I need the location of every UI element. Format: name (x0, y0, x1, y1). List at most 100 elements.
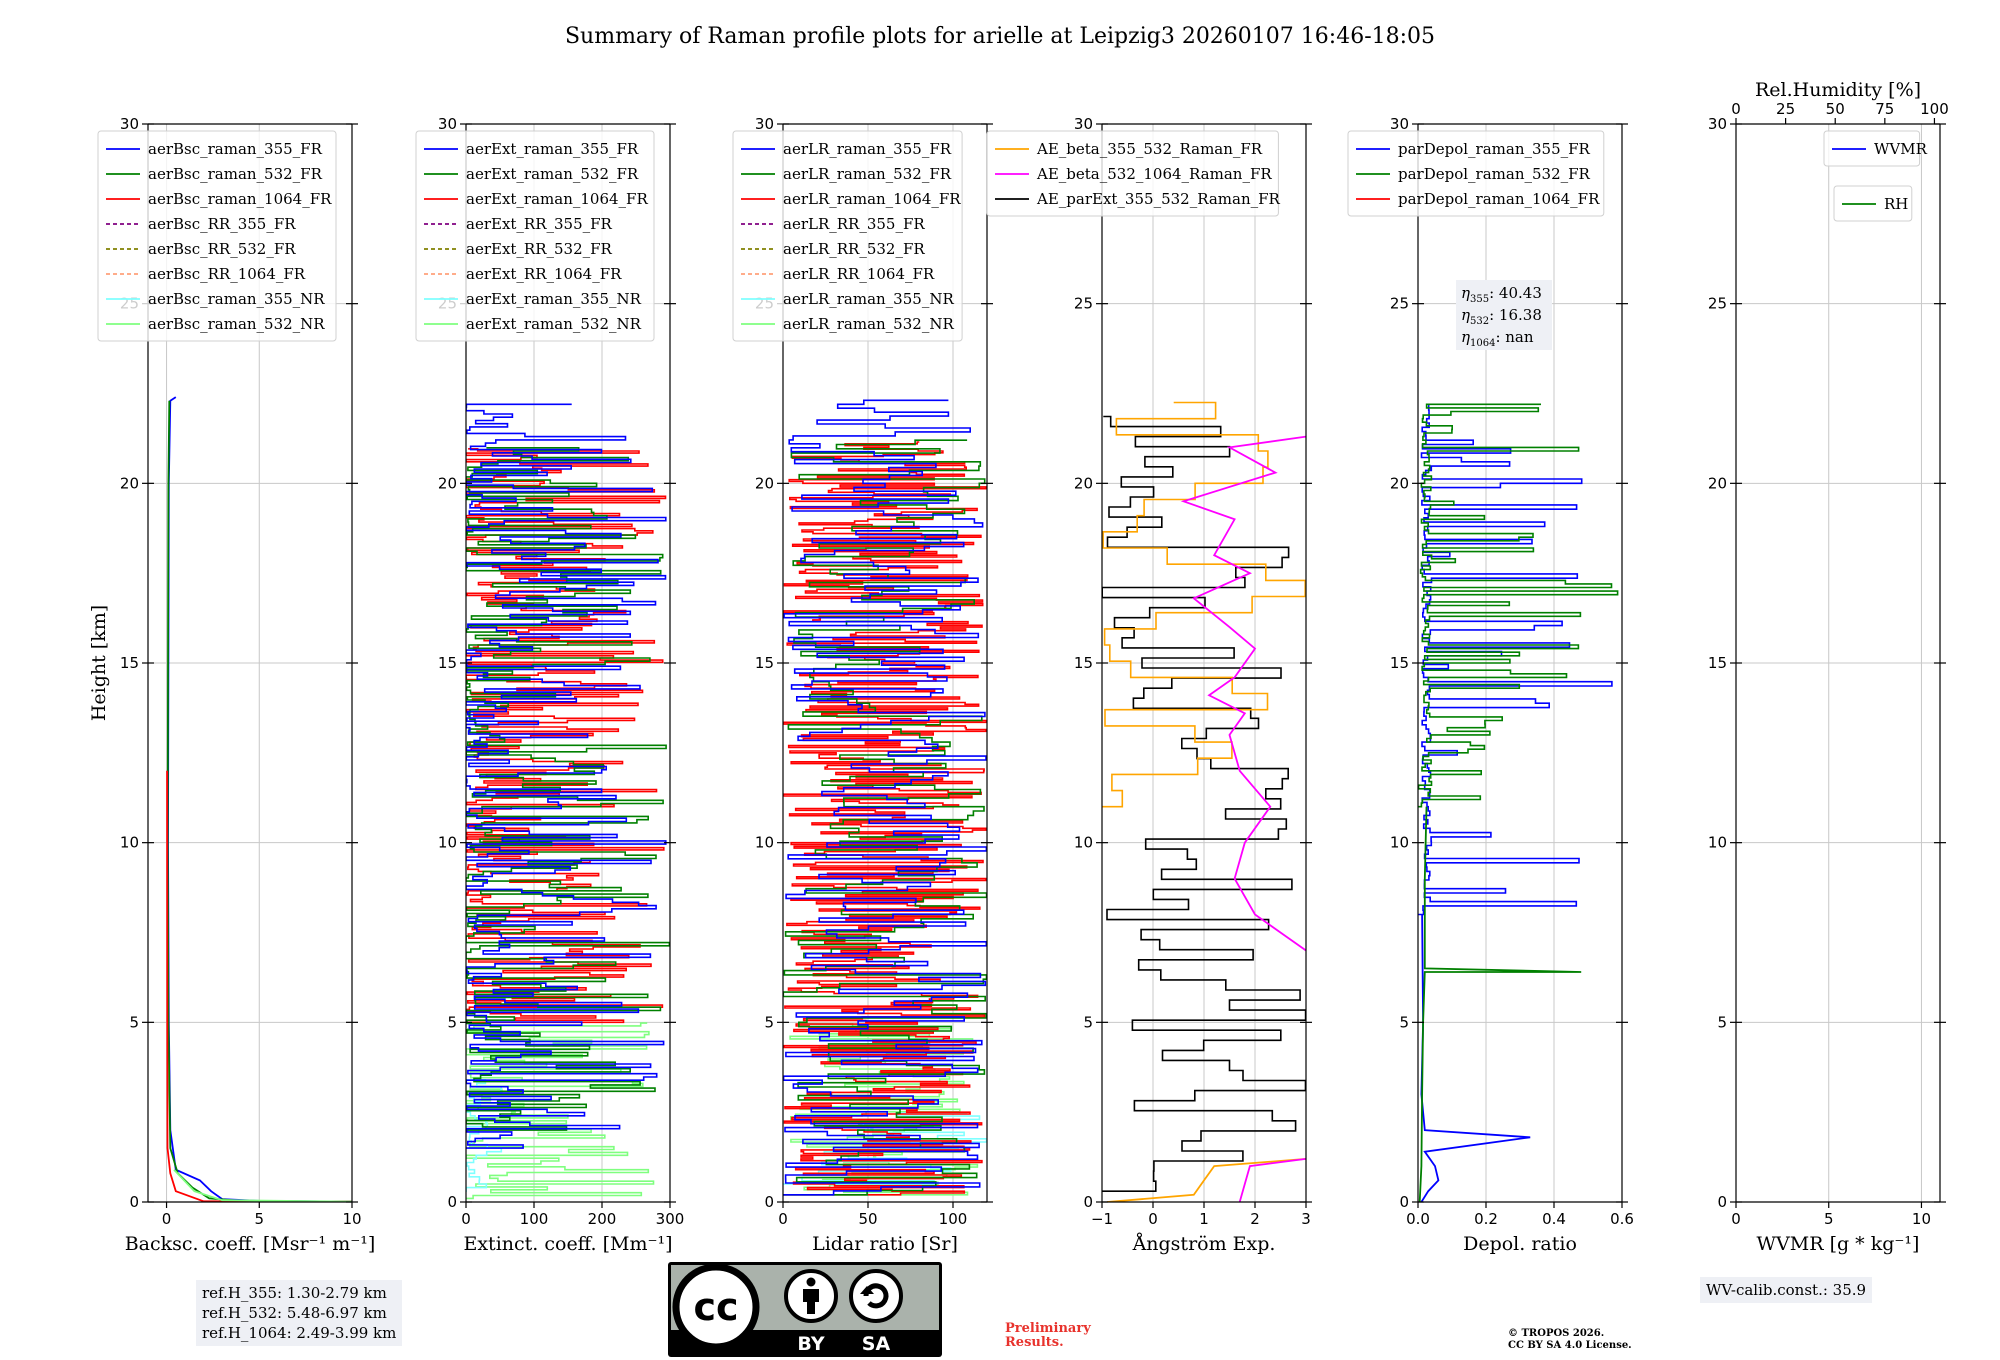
x-tick-label: 100 (939, 1210, 968, 1228)
y-tick-label: 25 (1074, 295, 1093, 313)
legend: parDepol_raman_355_FR parDepol_raman_532_… (1347, 130, 1605, 217)
y-tick-label: 25 (1708, 295, 1727, 313)
plot-area (466, 403, 670, 1200)
x-tick-label: 5 (1824, 1210, 1834, 1228)
copyright-note: © TROPOS 2026. CC BY SA 4.0 License. (1508, 1328, 1632, 1352)
panel-5: 0 5 10 15 20 25 30 0.0 0.2 0.4 0.6 Depol. ratio parD… (1347, 115, 1634, 1255)
x-tick-label: 1 (1199, 1210, 1209, 1228)
series-AE_beta_355_532_Raman_FR (1107, 1158, 1306, 1202)
x-tick-label: 300 (656, 1210, 685, 1228)
series-aerExt_raman_355_FR (466, 403, 667, 1149)
y-tick-label: 30 (1390, 115, 1409, 133)
series-parDepol_raman_532_FR_low (1418, 806, 1582, 1202)
x-axis-label: Backsc. coeff. [Msr⁻¹ m⁻¹] (125, 1233, 376, 1255)
y-tick-label: 15 (1074, 654, 1093, 672)
legend-entry: aerExt_RR_1064_FR (466, 265, 622, 283)
preliminary-line-1: Preliminary (1005, 1321, 1091, 1336)
cc-icon (672, 1263, 760, 1351)
y-tick-label: 10 (1074, 834, 1093, 852)
reference-height-box: ref.H_355: 1.30-2.79 km ref.H_532: 5.48-… (196, 1280, 403, 1346)
x-axis-label: Depol. ratio (1463, 1233, 1577, 1255)
legend-entry: aerBsc_RR_532_FR (148, 240, 296, 258)
y-tick-label: 15 (755, 654, 774, 672)
legend-entry: aerExt_raman_532_NR (466, 315, 642, 333)
plot-area (783, 399, 987, 1196)
series-aerExt_raman_355_NR (466, 1079, 503, 1192)
panel-2: 0510152025300100200300Extinct. coeff. [M… (415, 115, 685, 1255)
y-tick-label: 25 (1390, 295, 1409, 313)
legend-entry: aerBsc_raman_355_FR (148, 140, 323, 158)
legend-box (1347, 130, 1605, 217)
legend-entry: aerBsc_raman_532_FR (148, 165, 323, 183)
legend: AE_beta_355_532_Raman_FR AE_beta_532_1064… (986, 130, 1281, 217)
legend-box (1823, 130, 1921, 167)
legend-entry: aerExt_raman_1064_FR (466, 190, 648, 208)
y-tick-label: 15 (438, 654, 457, 672)
x-axis-label: Lidar ratio [Sr] (812, 1233, 958, 1255)
legend-entry: aerLR_raman_355_NR (783, 290, 954, 308)
y-tick-label: 5 (764, 1013, 774, 1031)
x-tick-label: 200 (588, 1210, 617, 1228)
legend-entry: aerLR_raman_532_NR (783, 315, 954, 333)
legend-entry: aerLR_RR_532_FR (783, 240, 925, 258)
legend: WVMR (1823, 130, 1928, 167)
series-aerBsc_raman_1064_FR (166, 770, 352, 1202)
legend-entry: aerBsc_raman_532_NR (148, 315, 325, 333)
y-tick-label: 5 (447, 1013, 457, 1031)
cc-by-sa-badge: cc BY SA (668, 1262, 942, 1357)
series-AE_beta_532_1064_Raman_FR (1238, 1158, 1306, 1202)
legend-entry: parDepol_raman_532_FR (1398, 165, 1591, 183)
y-tick-label: 30 (438, 115, 457, 133)
x-tick-label: 0 (162, 1210, 172, 1228)
sa-label: SA (862, 1333, 891, 1355)
y-tick-label: 10 (120, 834, 139, 852)
legend-entry: aerLR_RR_1064_FR (783, 265, 935, 283)
legend-entry: AE_beta_532_1064_Raman_FR (1036, 165, 1272, 183)
legend-box (732, 130, 963, 342)
y-tick-label: 0 (447, 1193, 457, 1211)
plot-area (1102, 401, 1306, 1202)
legend: aerExt_raman_355_FR aerExt_raman_532_FRae… (415, 130, 655, 342)
y-tick-label: 10 (1708, 834, 1727, 852)
by-person-head (806, 1277, 816, 1287)
eta-box (1456, 280, 1552, 350)
series-aerExt_raman_532_FR (466, 447, 670, 1131)
legend-entry: AE_beta_355_532_Raman_FR (1036, 140, 1263, 158)
y-tick-label: 0 (1083, 1193, 1093, 1211)
x-tick-label: 50 (858, 1210, 877, 1228)
y-tick-label: 10 (438, 834, 457, 852)
y-tick-label: 30 (120, 115, 139, 133)
legend-entry: aerBsc_raman_1064_FR (148, 190, 332, 208)
plot-area (1418, 403, 1619, 1202)
y-tick-label: 15 (120, 654, 139, 672)
y-tick-label: 20 (120, 474, 139, 492)
y-tick-label: 5 (129, 1013, 139, 1031)
wv-calib-const: WV-calib.const.: 35.9 (1706, 1281, 1867, 1299)
y-tick-label: 5 (1083, 1013, 1093, 1031)
x-tick-label: 10 (342, 1210, 361, 1228)
y-tick-label: 5 (1399, 1013, 1409, 1031)
legend-box (986, 130, 1279, 217)
x-tick-label: 100 (520, 1210, 549, 1228)
x-axis-label: Extinct. coeff. [Mm⁻¹] (463, 1233, 672, 1255)
eta-line: η355: 40.43 (1461, 284, 1542, 305)
series-aerBsc_raman_355_FR (167, 396, 352, 1202)
legend-entry: aerBsc_raman_355_NR (148, 290, 325, 308)
x-tick-label: 0.6 (1610, 1210, 1634, 1228)
y-tick-label: 20 (1708, 474, 1727, 492)
x-tick-label: 0.0 (1406, 1210, 1430, 1228)
plot-area (166, 396, 352, 1202)
legend-box (97, 130, 337, 342)
y-tick-label: 20 (755, 474, 774, 492)
figure-title: Summary of Raman profile plots for ariel… (565, 24, 1435, 49)
x-tick-label: 2 (1250, 1210, 1260, 1228)
top-tick-label: 50 (1826, 100, 1845, 118)
panel-1: 0510152025300510Backsc. coeff. [Msr⁻¹ m⁻… (88, 115, 375, 1255)
x-tick-label: 0.4 (1542, 1210, 1566, 1228)
x-tick-label: −1 (1091, 1210, 1113, 1228)
x-tick-label: 5 (254, 1210, 264, 1228)
legend-entry: parDepol_raman_355_FR (1398, 140, 1591, 158)
y-tick-label: 30 (1708, 115, 1727, 133)
legend-entry: aerBsc_RR_1064_FR (148, 265, 306, 283)
